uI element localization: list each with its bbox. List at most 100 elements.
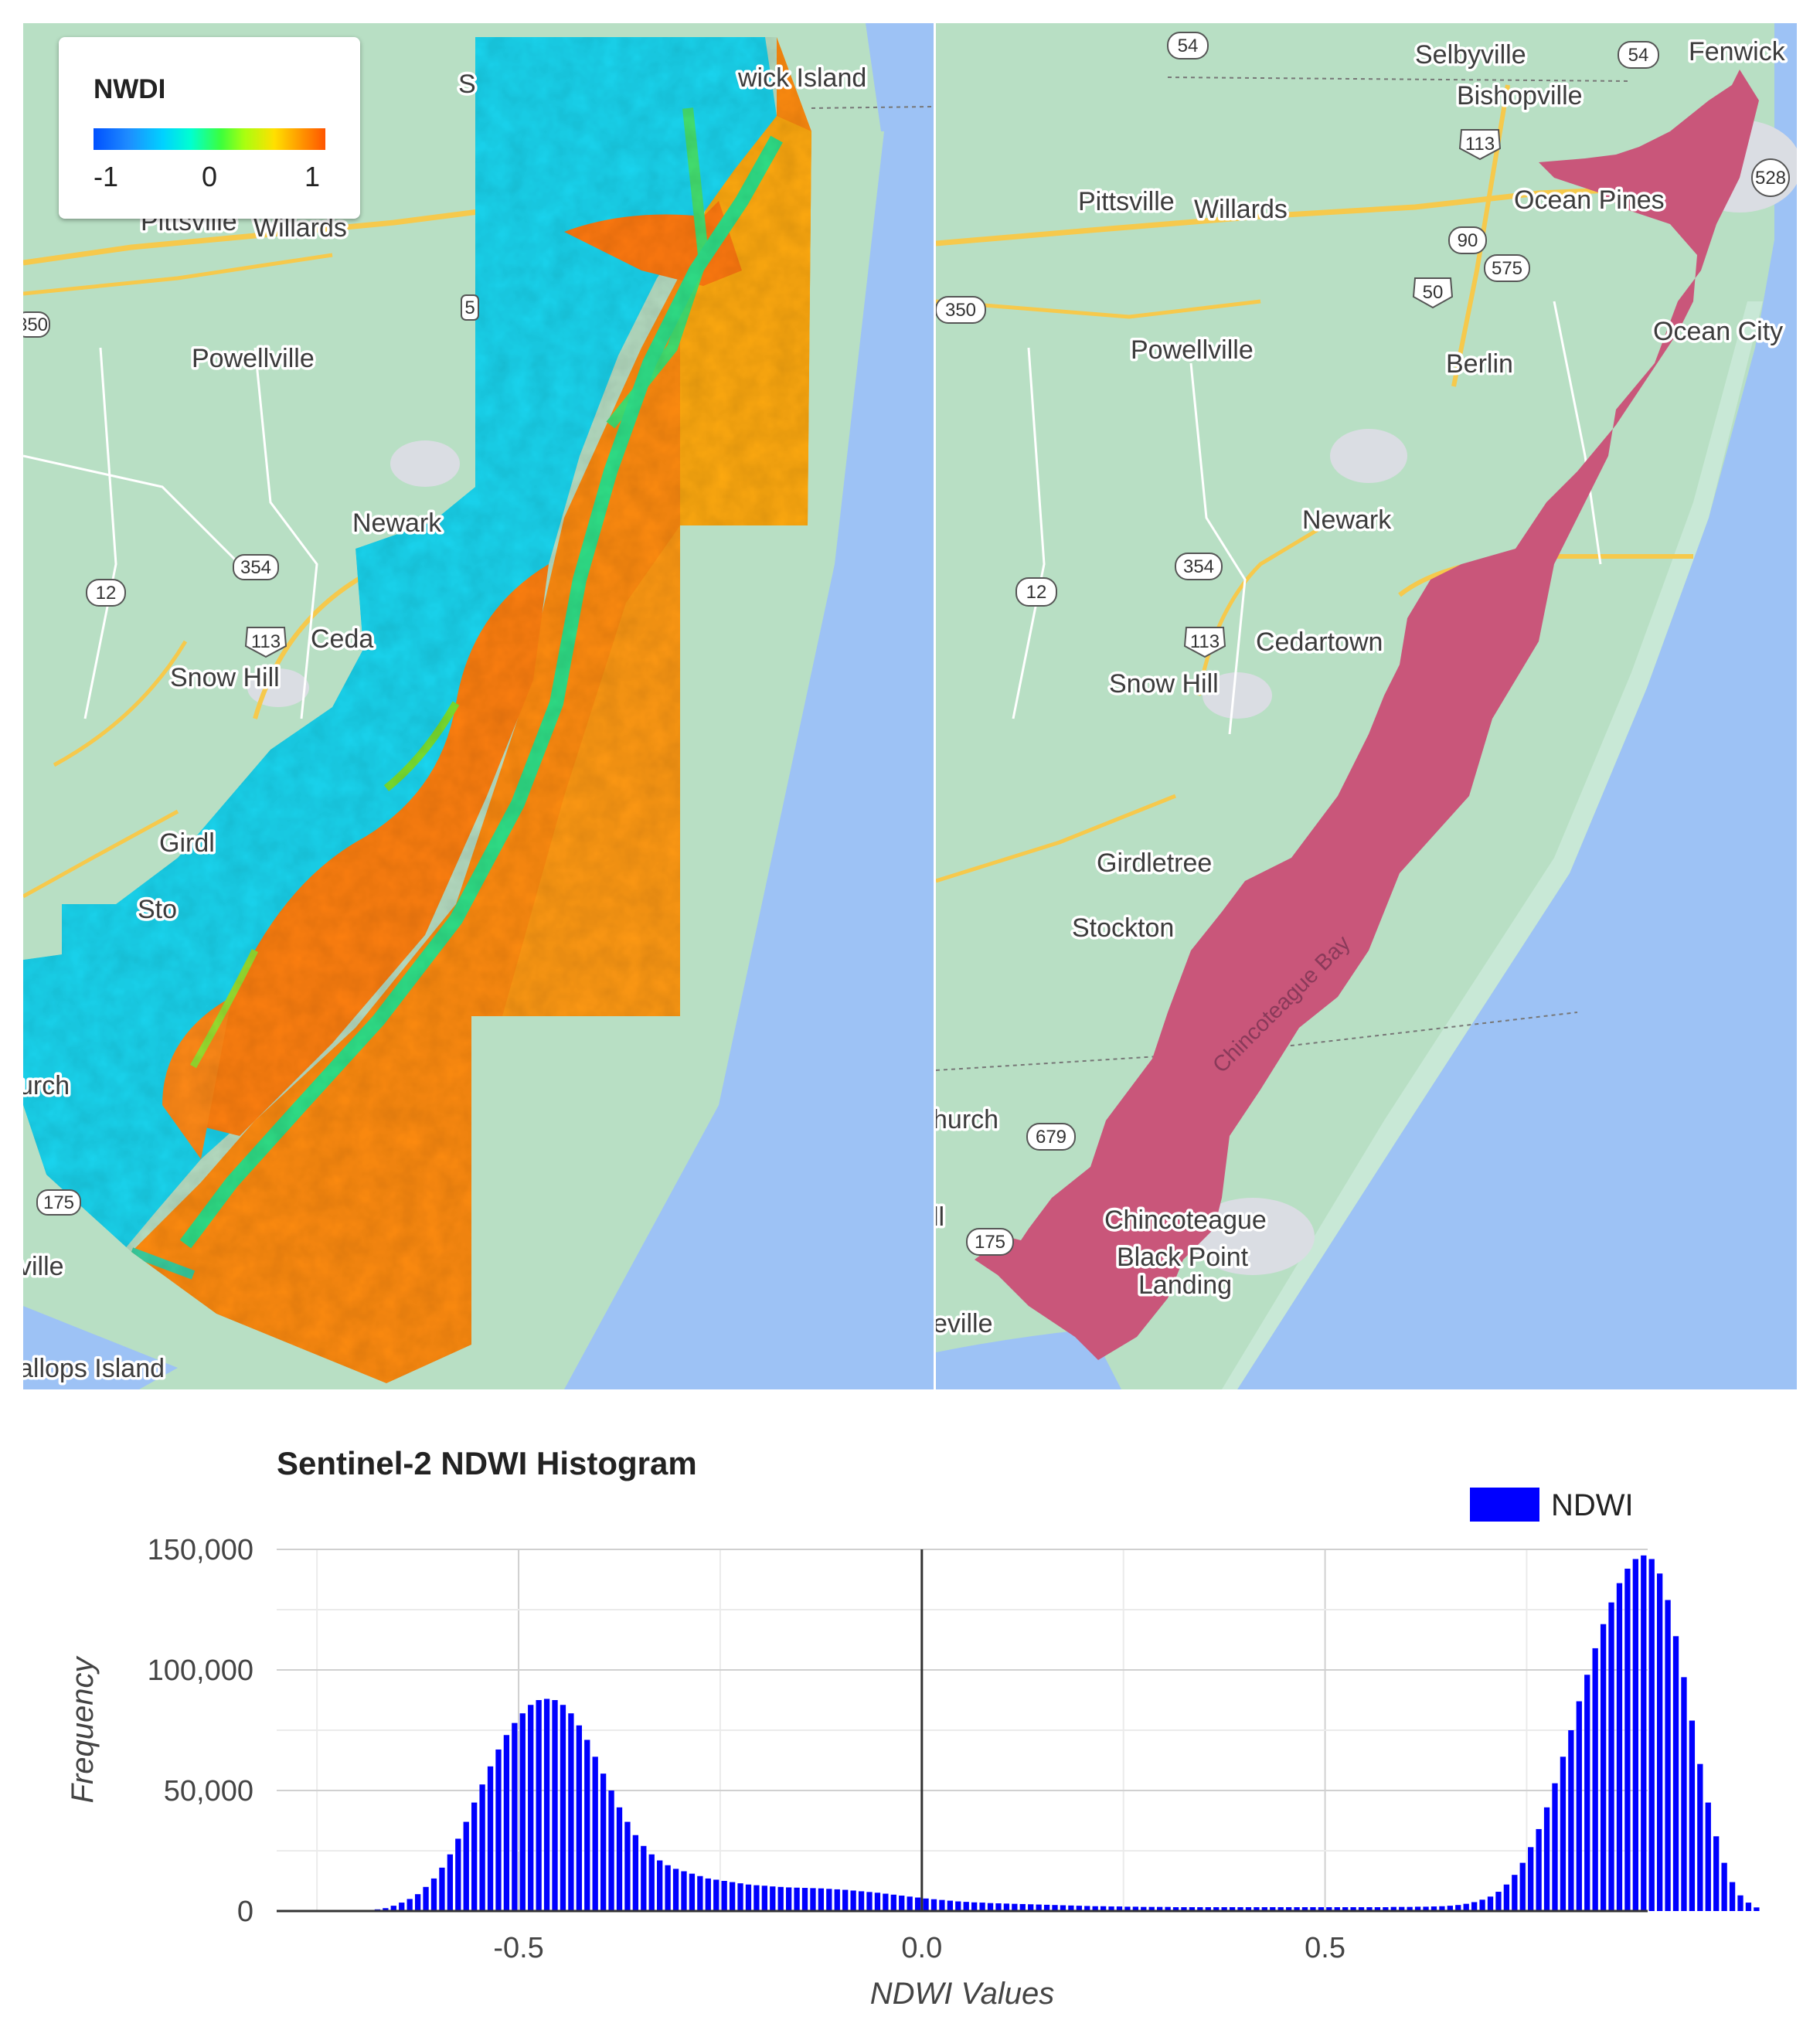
histogram-bar	[512, 1722, 518, 1911]
svg-text:354: 354	[240, 557, 271, 578]
route-shield-113: 113	[1458, 129, 1502, 161]
place-label: Girdletree	[1097, 848, 1212, 878]
place-label: Cedartown	[1256, 627, 1383, 657]
histogram-bar	[383, 1908, 389, 1911]
histogram-bar	[1745, 1903, 1752, 1911]
route-shield-5: 5	[461, 294, 479, 321]
ndwi-map-canvas: 350 354 12 113 175 5 wick Island Pittsvi…	[23, 23, 934, 1389]
histogram-bar	[1592, 1648, 1598, 1911]
histogram-bar	[1568, 1730, 1574, 1911]
histogram-bar	[672, 1869, 679, 1911]
route-shield-50: 50	[1412, 277, 1454, 309]
place-label: ville	[23, 1252, 64, 1281]
histogram-bar	[447, 1854, 454, 1911]
route-shield-54: 54	[1618, 41, 1659, 69]
histogram-bar	[1536, 1828, 1542, 1911]
histogram-bar	[1552, 1783, 1558, 1911]
water-mask-map[interactable]: 54 54 113 528 90 575 50 350 354 12 113 6…	[936, 23, 1797, 1389]
histogram-bar	[1608, 1602, 1614, 1911]
histogram-bar	[1165, 1906, 1171, 1911]
histogram-bar	[1430, 1906, 1437, 1911]
histogram-bar	[1672, 1636, 1679, 1911]
road	[23, 206, 503, 266]
histogram-bar	[1318, 1907, 1325, 1911]
place-label: Chincoteague	[1104, 1206, 1267, 1235]
histogram-bar	[1648, 1559, 1655, 1911]
histogram-bar	[930, 1899, 937, 1911]
histogram-bar	[705, 1878, 711, 1911]
histogram-bar	[1084, 1906, 1090, 1911]
histogram-bar	[1358, 1907, 1365, 1911]
histogram-bar	[737, 1883, 743, 1911]
histogram-bar	[1350, 1907, 1356, 1911]
histogram-bar	[1028, 1904, 1034, 1911]
histogram-bar	[1148, 1906, 1155, 1911]
histogram-bar	[1197, 1907, 1203, 1911]
place-label: Newark	[352, 508, 442, 538]
y-tick-label: 100,000	[148, 1654, 253, 1687]
histogram-bar	[1624, 1568, 1631, 1911]
route-shield-575: 575	[1484, 254, 1530, 282]
histogram-bar	[1237, 1907, 1243, 1911]
svg-text:54: 54	[1628, 45, 1649, 66]
histogram-bar	[455, 1838, 461, 1911]
histogram-bar	[995, 1903, 1002, 1911]
histogram-bar	[1172, 1907, 1179, 1911]
histogram-bar	[1543, 1807, 1550, 1911]
histogram-bar	[1012, 1903, 1018, 1911]
histogram-bar	[503, 1735, 510, 1911]
histogram-bar	[850, 1890, 856, 1911]
histogram-bar	[721, 1881, 727, 1911]
histogram-bar	[955, 1901, 961, 1911]
histogram-bar	[495, 1749, 502, 1911]
histogram-bar	[576, 1725, 582, 1911]
route-shield-175: 175	[36, 1189, 81, 1216]
histogram-bar	[1729, 1882, 1736, 1911]
histogram-bar	[890, 1894, 896, 1911]
ndwi-raster-map[interactable]: 350 354 12 113 175 5 wick Island Pittsvi…	[23, 23, 934, 1389]
svg-text:575: 575	[1492, 258, 1522, 279]
histogram-bar	[1737, 1895, 1743, 1911]
legend-label: NDWI	[1551, 1488, 1634, 1522]
place-label: allops Island	[23, 1354, 165, 1383]
histogram-bar	[1261, 1907, 1267, 1911]
histogram-bar	[979, 1903, 985, 1911]
histogram-bar	[1713, 1836, 1720, 1911]
histogram-bar	[794, 1887, 800, 1911]
place-label: hurch	[936, 1105, 998, 1134]
place-label: Newark	[1302, 505, 1392, 535]
place-label: Snow Hill	[170, 663, 280, 692]
histogram-bar	[1407, 1906, 1413, 1911]
route-shield-354: 354	[233, 554, 279, 580]
histogram-bar	[1665, 1600, 1671, 1911]
histogram-bar	[1334, 1907, 1340, 1911]
histogram-bar	[1060, 1905, 1066, 1911]
svg-text:113: 113	[1190, 631, 1220, 652]
histogram-bar	[1697, 1763, 1703, 1911]
legend-tick: 1	[304, 161, 321, 192]
histogram-bar	[632, 1835, 639, 1911]
chart-title: Sentinel-2 NDWI Histogram	[277, 1445, 697, 1481]
y-tick-label: 150,000	[148, 1534, 253, 1566]
histogram-bar	[1705, 1802, 1711, 1911]
histogram-bar	[777, 1886, 784, 1911]
histogram-bar	[584, 1739, 590, 1911]
svg-text:54: 54	[1178, 36, 1199, 56]
histogram-bar	[947, 1900, 953, 1911]
svg-text:528: 528	[1755, 168, 1786, 189]
histogram-bar	[1471, 1902, 1478, 1911]
histogram-bar	[1116, 1906, 1123, 1911]
histogram-bar	[1301, 1907, 1308, 1911]
place-label: ll	[936, 1202, 944, 1232]
histogram-bar	[1641, 1555, 1647, 1911]
place-label: Ceda	[311, 624, 373, 654]
histogram-bar	[519, 1713, 526, 1911]
place-label: Black Point	[1117, 1243, 1249, 1272]
histogram-bar	[1584, 1675, 1590, 1911]
histogram-bar	[971, 1902, 978, 1911]
histogram-bar	[1487, 1896, 1494, 1911]
x-axis-title: NDWI Values	[870, 1977, 1055, 2011]
histogram-bar	[399, 1903, 405, 1911]
histogram-bar	[439, 1867, 445, 1911]
histogram-bar	[1213, 1907, 1220, 1911]
